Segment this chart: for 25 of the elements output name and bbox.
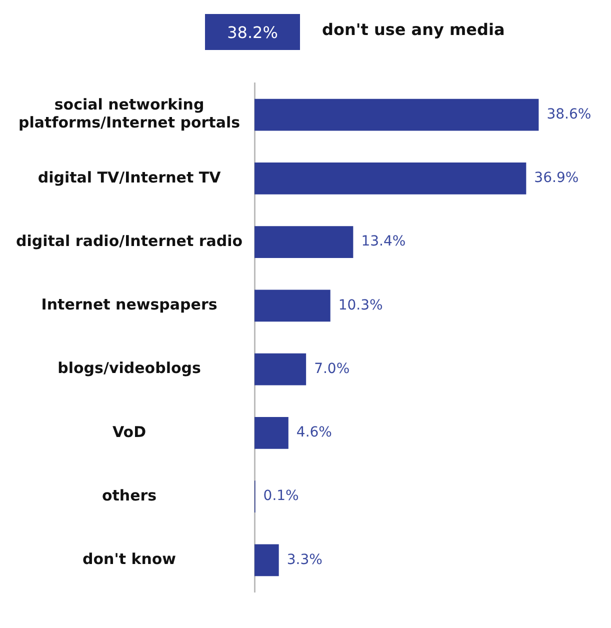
y-tick-label: Internet newspapers bbox=[41, 296, 218, 314]
data-label: 38.6% bbox=[546, 106, 592, 122]
data-label: 36.9% bbox=[534, 170, 579, 186]
y-tick-label: others bbox=[102, 486, 157, 504]
bar bbox=[254, 544, 279, 576]
data-label: 7.0% bbox=[314, 360, 350, 377]
bar bbox=[254, 226, 354, 258]
bar bbox=[254, 417, 288, 449]
data-label: 4.6% bbox=[296, 424, 332, 441]
data-label: 13.4% bbox=[361, 234, 406, 250]
bar bbox=[254, 98, 539, 131]
bar bbox=[254, 290, 330, 322]
bar bbox=[254, 162, 526, 194]
y-tick-label: don't know bbox=[82, 550, 176, 568]
text: don't use any media bbox=[322, 20, 505, 39]
y-tick-label: social networking platforms/Internet portals bbox=[18, 96, 240, 132]
data-label: 0.1% bbox=[263, 488, 299, 504]
y-tick-label: blogs/videoblogs bbox=[58, 359, 201, 378]
y-tick-label: digital radio/Internet radio bbox=[16, 232, 243, 250]
text: 38.2% bbox=[205, 14, 300, 50]
data-label: 10.3% bbox=[338, 297, 383, 314]
data-label: 3.3% bbox=[286, 552, 322, 568]
bar bbox=[254, 353, 306, 386]
y-tick-label: digital TV/Internet TV bbox=[38, 168, 222, 186]
y-tick-label: VoD bbox=[112, 422, 146, 441]
